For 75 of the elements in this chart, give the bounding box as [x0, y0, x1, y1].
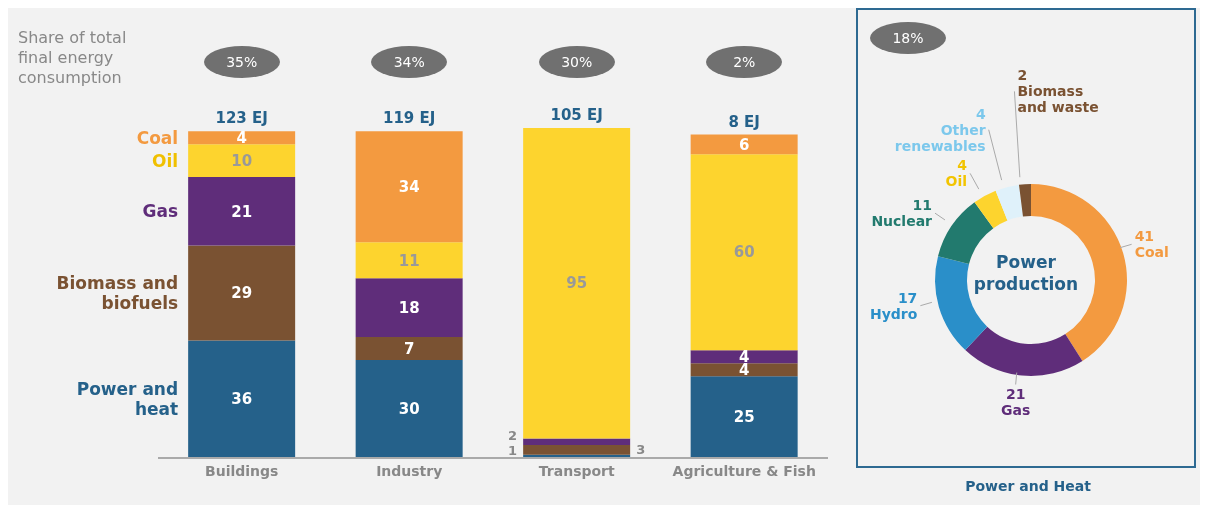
text: 18% — [870, 22, 946, 54]
slice-label: Other renewables — [894, 121, 986, 154]
series-label: Biomass and biofuels — [56, 272, 179, 313]
bar — [523, 438, 631, 445]
bar — [690, 154, 798, 351]
text: Power production — [972, 251, 1080, 295]
data-label: 4 — [957, 157, 968, 174]
data-label: 29 — [231, 284, 253, 303]
slice-label: Oil — [945, 173, 968, 190]
data-label: 21 — [1005, 386, 1026, 403]
donut-slice — [965, 326, 1083, 376]
data-label: 95 — [566, 274, 588, 293]
data-label: 11 — [398, 251, 420, 270]
donut-slice — [974, 190, 1008, 229]
x-tick-label: Industry — [376, 462, 443, 479]
bar — [355, 278, 463, 338]
bar — [188, 177, 296, 246]
data-label: 10 — [231, 151, 253, 170]
x-tick-label: Transport — [538, 462, 615, 479]
text: 123 EJ — [215, 109, 268, 128]
bar — [690, 363, 798, 377]
slice-label: Biomass and waste — [1017, 83, 1099, 116]
bar — [690, 376, 798, 458]
data-label: 41 — [1134, 228, 1155, 245]
data-label: 4 — [236, 129, 247, 148]
data-label: 21 — [231, 202, 253, 221]
data-label: 34 — [398, 178, 420, 197]
text: 30% — [538, 46, 615, 78]
data-label: 1 — [508, 442, 518, 458]
data-label: 36 — [231, 390, 253, 409]
bar — [690, 350, 798, 364]
slice-label: Coal — [1134, 244, 1169, 261]
slice-label: Nuclear — [871, 213, 933, 230]
donut-slice — [1018, 184, 1031, 217]
donut-slice — [938, 202, 994, 265]
data-label: 25 — [733, 408, 755, 427]
bar — [523, 444, 631, 455]
bar — [355, 359, 463, 458]
text: 119 EJ — [382, 109, 436, 128]
slice-label: Hydro — [869, 305, 918, 322]
bar — [523, 128, 631, 439]
data-label: 4 — [975, 105, 986, 122]
data-label: 2 — [1017, 67, 1028, 84]
bar — [188, 245, 296, 341]
series-label: Power and heat — [76, 379, 179, 420]
bar — [355, 131, 463, 243]
x-tick-label: Buildings — [205, 462, 279, 479]
text: 2% — [706, 46, 783, 78]
series-label: Oil — [152, 150, 179, 171]
annotation: 8 EJ — [728, 112, 760, 131]
slice-label: Gas — [1001, 402, 1031, 419]
data-label: 11 — [912, 197, 933, 214]
bar — [355, 242, 463, 279]
data-label: 17 — [897, 289, 918, 306]
bar — [188, 131, 296, 145]
text: 105 EJ — [550, 106, 603, 124]
data-label: 60 — [733, 243, 755, 262]
bar — [355, 337, 463, 360]
series-label: Coal — [136, 127, 179, 148]
data-label: 2 — [508, 428, 518, 444]
data-label: 6 — [738, 135, 750, 154]
data-label: 7 — [403, 339, 415, 358]
donut-slice — [995, 184, 1023, 221]
series-label: Gas — [142, 201, 179, 222]
text: Power and Heat — [964, 478, 1092, 494]
data-label: 18 — [398, 298, 420, 317]
text: 35% — [203, 46, 280, 78]
bar — [690, 134, 798, 155]
bar — [188, 340, 296, 458]
bar — [188, 144, 296, 178]
text: Share of total final energy consumption — [18, 28, 128, 88]
x-tick-label: Agriculture & Fish — [672, 462, 816, 479]
data-label: 3 — [636, 442, 646, 458]
data-label: 30 — [398, 400, 420, 419]
text: 34% — [371, 46, 448, 78]
